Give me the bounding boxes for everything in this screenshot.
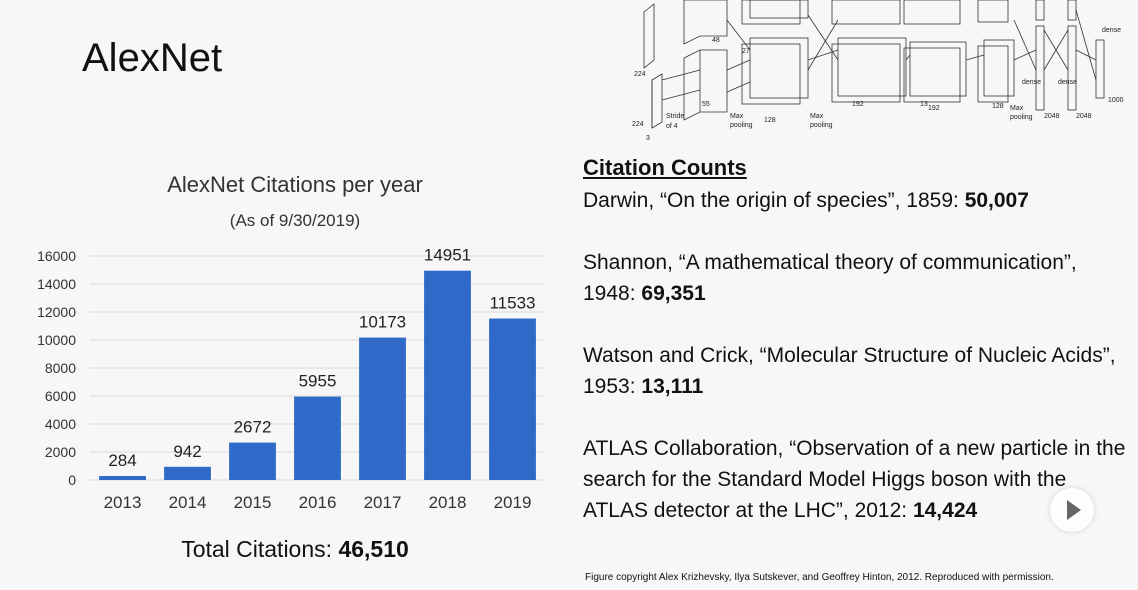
x-tick-label: 2015 xyxy=(234,493,272,512)
citation-text: Darwin, “On the origin of species”, 1859… xyxy=(583,189,965,212)
data-label: 942 xyxy=(173,442,201,461)
svg-text:1000: 1000 xyxy=(1108,97,1124,104)
slide-title: AlexNet xyxy=(82,36,223,80)
citation-text: ATLAS Collaboration, “Observation of a n… xyxy=(583,437,1126,522)
y-tick-label: 8000 xyxy=(45,360,76,376)
svg-text:pooling: pooling xyxy=(730,122,753,129)
bar xyxy=(294,396,341,480)
svg-text:3: 3 xyxy=(646,135,650,142)
svg-text:Max: Max xyxy=(810,113,824,120)
svg-text:Max: Max xyxy=(1010,105,1024,112)
y-tick-label: 0 xyxy=(68,472,76,488)
citation-entry: Darwin, “On the origin of species”, 1859… xyxy=(583,185,1133,216)
bar xyxy=(164,466,211,480)
x-tick-label: 2019 xyxy=(494,493,532,512)
data-label: 10173 xyxy=(359,313,406,332)
svg-text:dense: dense xyxy=(1022,79,1041,86)
x-tick-label: 2013 xyxy=(104,493,142,512)
svg-text:2048: 2048 xyxy=(1076,113,1092,120)
citation-count: 13,111 xyxy=(641,375,704,398)
citation-counts-header: Citation Counts xyxy=(583,155,747,180)
y-tick-label: 2000 xyxy=(45,444,76,460)
svg-text:192: 192 xyxy=(852,101,864,108)
bar xyxy=(424,270,471,480)
total-value: 46,510 xyxy=(338,536,409,562)
svg-text:Max: Max xyxy=(730,113,744,120)
citation-count: 14,424 xyxy=(912,499,978,522)
bar xyxy=(489,318,536,480)
svg-text:48: 48 xyxy=(712,37,720,44)
citation-count: 50,007 xyxy=(964,189,1029,212)
citation-entry: ATLAS Collaboration, “Observation of a n… xyxy=(583,433,1133,526)
bar xyxy=(359,337,406,480)
data-label: 5955 xyxy=(299,372,337,391)
data-label: 2672 xyxy=(234,418,272,437)
bar xyxy=(99,476,146,480)
chart-title: AlexNet Citations per year xyxy=(167,172,423,197)
svg-text:2048: 2048 xyxy=(1044,113,1060,120)
y-tick-label: 14000 xyxy=(37,276,76,292)
chart-subtitle: (As of 9/30/2019) xyxy=(229,211,361,230)
svg-text:27: 27 xyxy=(742,48,750,55)
citation-count: 69,351 xyxy=(641,282,706,305)
svg-text:Stride: Stride xyxy=(666,113,684,120)
svg-text:192: 192 xyxy=(928,105,940,112)
svg-text:dense: dense xyxy=(1058,79,1077,86)
y-tick-label: 4000 xyxy=(45,416,76,432)
svg-text:224: 224 xyxy=(632,121,644,128)
total-citations: Total Citations: 46,510 xyxy=(80,536,510,563)
bar xyxy=(229,442,276,480)
x-tick-label: 2017 xyxy=(364,493,402,512)
y-tick-label: 12000 xyxy=(37,304,76,320)
total-label: Total Citations: xyxy=(181,536,339,562)
svg-text:55: 55 xyxy=(702,101,710,108)
play-icon[interactable] xyxy=(1050,488,1094,532)
figure-copyright: Figure copyright Alex Krizhevsky, Ilya S… xyxy=(585,572,1054,583)
x-tick-label: 2014 xyxy=(169,493,207,512)
citation-entry: Watson and Crick, “Molecular Structure o… xyxy=(583,340,1133,402)
citations-bar-chart: 0 2000 4000 6000 8000 10000 12000 14000 16000 284… xyxy=(37,246,545,512)
svg-text:of 4: of 4 xyxy=(666,123,678,130)
data-label: 284 xyxy=(108,451,136,470)
citation-text: Watson and Crick, “Molecular Structure o… xyxy=(583,344,1116,398)
svg-text:dense: dense xyxy=(1102,27,1121,34)
citation-counts: Citation Counts Darwin, “On the origin o… xyxy=(583,152,1133,526)
alexnet-architecture-diagram: 224 224 3 Stride of 4 55 48 Max pooling … xyxy=(632,0,1132,142)
y-tick-label: 6000 xyxy=(45,388,76,404)
data-label: 14951 xyxy=(424,246,471,265)
x-tick-label: 2016 xyxy=(299,493,337,512)
x-tick-label: 2018 xyxy=(429,493,467,512)
svg-text:224: 224 xyxy=(634,71,646,78)
citation-entry: Shannon, “A mathematical theory of commu… xyxy=(583,247,1133,309)
citation-text: Shannon, “A mathematical theory of commu… xyxy=(583,251,1077,305)
svg-text:128: 128 xyxy=(992,103,1004,110)
svg-text:128: 128 xyxy=(764,117,776,124)
svg-text:pooling: pooling xyxy=(1010,114,1033,121)
svg-text:13: 13 xyxy=(920,101,928,108)
svg-text:pooling: pooling xyxy=(810,122,833,129)
y-tick-label: 10000 xyxy=(37,332,76,348)
data-label: 11533 xyxy=(489,294,535,313)
y-tick-label: 16000 xyxy=(37,248,76,264)
